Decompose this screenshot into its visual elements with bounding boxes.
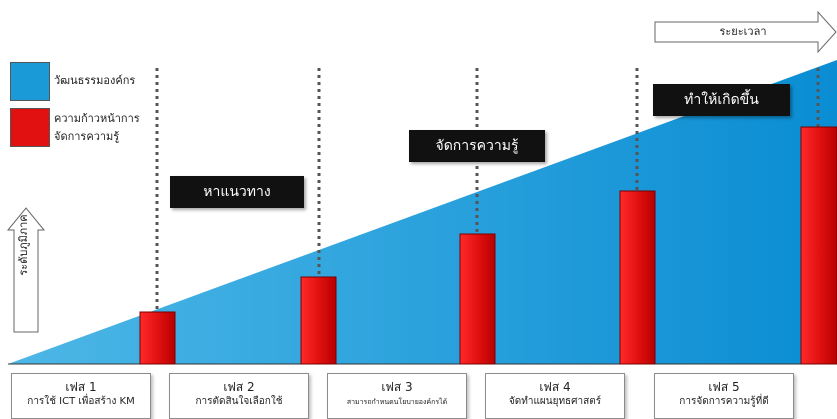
level-axis-label: ระดับภูมิภาค: [17, 214, 30, 276]
progress-bar-1: [139, 311, 176, 365]
phase-title: เฟส 5: [708, 380, 740, 394]
phase-box-3: เฟส 3 สามารถกำหนดนโยบายองค์กรได้: [327, 373, 467, 419]
legend-progress-label-line1: ความก้าวหน้าการ: [54, 112, 140, 125]
find-way-label: หาแนวทาง: [170, 176, 304, 208]
phase-dividers: [155, 68, 820, 312]
make-happen-label: ทำให้เกิดขึ้น: [653, 84, 790, 116]
phase-box-2: เฟส 2 การตัดสินใจเลือกใช้: [169, 373, 309, 419]
phase-desc: การใช้ ICT เพื่อสร้าง KM: [27, 396, 135, 407]
phase-desc: การตัดสินใจเลือกใช้: [195, 396, 283, 407]
phase-box-5: เฟส 5 การจัดการความรู้ที่ดี: [654, 373, 794, 419]
legend-culture-swatch: [10, 62, 50, 101]
time-arrow: [654, 10, 837, 54]
legend-progress-label-line2: จัดการความรู้: [54, 130, 120, 143]
progress-bar-2: [300, 276, 337, 365]
legend-progress-swatch: [10, 108, 50, 147]
phase-title: เฟส 3: [381, 380, 413, 394]
phase-desc: สามารถกำหนดนโยบายองค์กรได้: [346, 398, 448, 406]
progress-bar-5: [800, 126, 837, 365]
level-arrow: [6, 207, 46, 333]
phase-title: เฟส 4: [539, 380, 571, 394]
phase-box-1: เฟส 1 การใช้ ICT เพื่อสร้าง KM: [11, 373, 151, 419]
progress-bar-4: [619, 190, 656, 365]
phase-desc: จัดทำแผนยุทธศาสตร์: [508, 396, 602, 407]
phase-box-4: เฟส 4 จัดทำแผนยุทธศาสตร์: [485, 373, 625, 419]
phase-title: เฟส 1: [65, 380, 97, 394]
legend-culture-label: วัฒนธรรมองค์กร: [54, 74, 136, 87]
phase-desc: การจัดการความรู้ที่ดี: [679, 396, 769, 407]
phase-title: เฟส 2: [223, 380, 255, 394]
progress-bar-3: [459, 233, 496, 365]
time-axis-label: ระยะเวลา: [719, 25, 767, 38]
km-label: จัดการความรู้: [409, 130, 545, 162]
